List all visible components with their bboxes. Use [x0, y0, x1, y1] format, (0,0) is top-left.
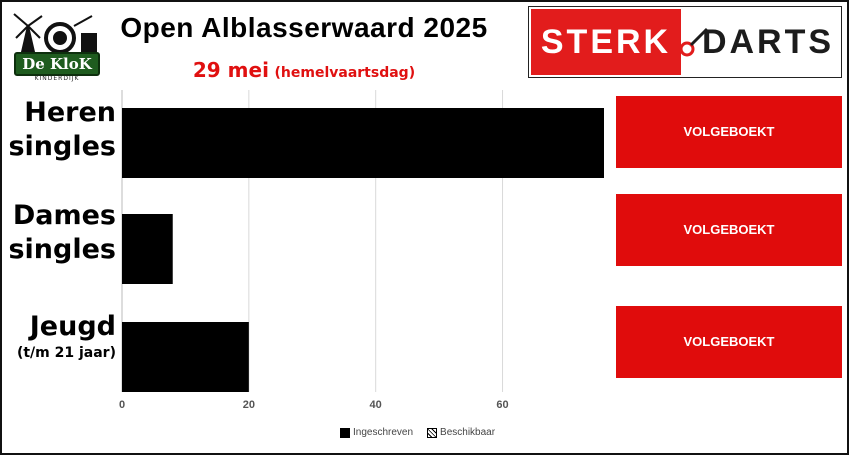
bar-ingeschreven [122, 322, 249, 392]
page-title: Open Alblasserwaard 2025 [120, 12, 488, 43]
status-box-heren: VOLGEBOEKT [616, 96, 842, 168]
category-label-line1: Dames [12, 200, 116, 231]
category-label-jeugd: Jeugd (t/m 21 jaar) [6, 310, 116, 362]
legend-swatch-beschikbaar [427, 427, 438, 438]
logo-subtext: KINDERDIJK [34, 75, 80, 82]
logo-badge: De KloK [14, 52, 100, 76]
legend-label-ingeschreven: Ingeschreven [353, 427, 414, 438]
legend-item-ingeschreven: Ingeschreven [340, 427, 413, 438]
legend-swatch-ingeschreven [340, 427, 350, 438]
status-box-dames: VOLGEBOEKT [616, 194, 842, 266]
subtitle-date: 29 mei [192, 58, 269, 82]
category-label-line1: Jeugd [29, 311, 116, 342]
x-tick-label: 0 [119, 399, 125, 411]
status-box-jeugd: VOLGEBOEKT [616, 306, 842, 378]
x-tick-label: 20 [243, 399, 255, 411]
category-label-dames: Dames singles [6, 199, 116, 267]
category-label-heren: Heren singles [6, 96, 116, 164]
bar-ingeschreven [122, 108, 604, 178]
sponsor-right-text: DARTS [701, 23, 835, 61]
category-label-line1: Heren [24, 97, 116, 128]
x-tick-label: 40 [370, 399, 382, 411]
legend-label-beschikbaar: Beschikbaar [440, 427, 496, 438]
category-label-line2: singles [8, 234, 116, 265]
subtitle-note: (hemelvaartsdag) [274, 65, 416, 81]
page-subtitle: 29 mei (hemelvaartsdag) [104, 58, 504, 82]
club-logo: De KloK KINDERDIJK [8, 12, 104, 82]
sponsor-logo: STERK DARTS [528, 6, 842, 78]
legend-item-beschikbaar: Beschikbaar [427, 427, 495, 438]
sponsor-left-text: STERK [531, 9, 681, 75]
chart-legend: Ingeschreven Beschikbaar [340, 427, 495, 438]
bar-ingeschreven [122, 214, 173, 284]
category-label-sub: (t/m 21 jaar) [16, 345, 116, 361]
x-tick-label: 60 [496, 399, 508, 411]
dart-icon [679, 27, 709, 57]
category-label-line2: singles [8, 131, 116, 162]
windmill-icon [13, 13, 97, 54]
